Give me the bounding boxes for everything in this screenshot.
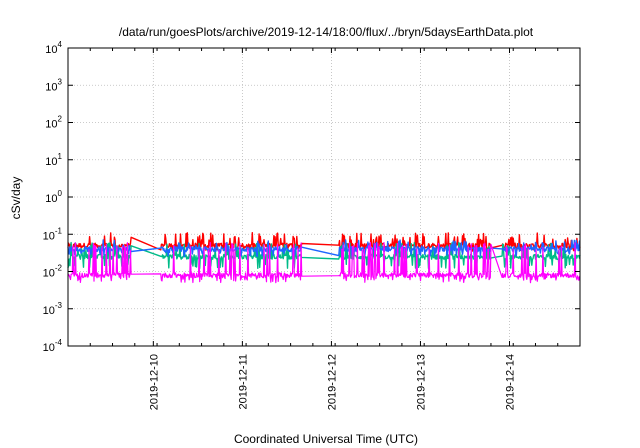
- x-tick-label: 2019-12-11: [237, 354, 249, 409]
- x-tick-label: 2019-12-10: [148, 354, 160, 410]
- grid: [68, 47, 580, 347]
- series-layer: [67, 232, 581, 284]
- y-tick-label: 104: [45, 40, 62, 56]
- y-tick-label: 101: [45, 152, 62, 168]
- y-tick-label: 10-1: [43, 226, 63, 242]
- axes: 104 103 102 101 100 10-1 10-2 10-3 10-4 2019-12-1…: [43, 40, 581, 410]
- series-line-4: [67, 242, 581, 284]
- x-tick-label: 2019-12-12: [326, 354, 338, 410]
- y-tick-label: 102: [45, 115, 62, 131]
- chart-title: /data/run/goesPlots/archive/2019-12-14/1…: [119, 25, 534, 39]
- y-axis-label: cSv/day: [9, 177, 23, 220]
- series-line-2: [67, 241, 581, 270]
- y-tick-label: 10-3: [43, 301, 63, 317]
- y-tick-label: 103: [45, 77, 62, 93]
- y-tick-label: 10-2: [43, 264, 63, 280]
- x-axis-label: Coordinated Universal Time (UTC): [234, 432, 418, 446]
- x-tick-label: 2019-12-14: [505, 354, 517, 410]
- x-tick-label: 2019-12-13: [415, 354, 427, 410]
- y-tick-label: 10-4: [43, 338, 63, 354]
- y-tick-label: 100: [45, 189, 62, 205]
